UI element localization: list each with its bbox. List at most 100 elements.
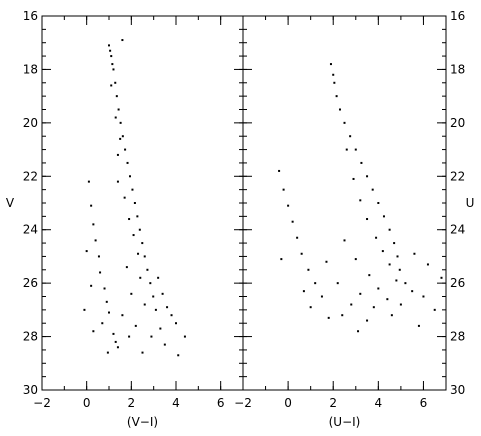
data-point [108,311,110,314]
data-point [128,218,131,221]
data-point [333,81,336,84]
data-point [121,135,124,138]
x-tick-label: −2 [33,396,51,410]
data-point [336,282,339,285]
data-point [132,234,135,237]
data-point [143,255,146,258]
data-point [152,295,155,298]
data-point [125,266,128,269]
data-point [352,177,355,180]
data-point [141,351,144,354]
data-point [381,250,384,253]
data-point [388,228,391,231]
data-point [388,263,391,266]
data-point [386,298,389,301]
data-point [105,300,108,303]
data-point [325,260,328,263]
y-tick-label: 22 [23,169,38,183]
data-point [112,68,115,71]
data-point [85,250,88,253]
data-point [377,202,380,204]
data-point [354,148,357,151]
data-point [170,314,173,317]
data-point [309,306,312,309]
y-axis-label: U [466,196,475,210]
data-point [99,271,102,274]
data-point [422,295,425,298]
data-point [143,303,146,306]
y-tick-label: 30 [450,383,465,397]
y-tick-label: 26 [450,276,465,290]
y-tick-label: 28 [23,330,38,344]
data-point [399,303,402,306]
data-point [300,252,303,255]
data-point [136,215,139,218]
data-point [149,282,152,285]
data-point [112,332,115,335]
y-tick-label: 22 [450,169,465,183]
data-point [109,49,112,52]
data-point [157,276,160,279]
data-point [291,220,294,223]
data-point [349,135,352,138]
x-tick-label: −2 [234,396,252,410]
data-point [404,282,407,285]
data-point [117,108,120,111]
data-point [282,188,285,191]
data-point [390,314,393,317]
data-point [359,292,362,295]
data-point [354,258,357,261]
plot-frame [41,15,244,391]
data-point [314,282,317,285]
data-point [124,148,127,151]
data-point [159,327,162,330]
data-point [114,340,117,343]
data-point [345,148,348,151]
x-axis-label: (U−I) [329,415,361,429]
data-point [440,276,443,279]
data-point [278,169,281,172]
data-point [134,324,137,327]
data-point [121,314,124,317]
x-axis-label: (V−I) [127,415,158,429]
data-point [130,292,133,295]
data-point [357,330,360,333]
data-point [126,161,129,164]
x-tick-label: 2 [329,396,337,410]
data-point [287,204,290,207]
data-point [411,290,414,293]
plot-frame [242,15,447,391]
data-point [114,116,117,119]
y-tick-label: 24 [23,223,38,237]
data-point [368,274,371,277]
y-axis-label: V [6,196,15,210]
data-point [119,137,122,140]
data-point [137,252,140,255]
data-point [372,306,375,309]
data-point [123,196,126,199]
x-tick-label: 0 [284,396,292,410]
data-point [320,295,323,298]
data-point [90,204,93,207]
data-point [106,351,109,354]
data-point [110,55,113,58]
data-point [133,202,136,204]
data-point [327,316,330,319]
data-point [360,161,363,164]
data-point [175,322,177,325]
y-tick-label: 18 [450,62,465,76]
y-tick-label: 18 [23,62,38,76]
data-point [338,108,341,111]
data-point [366,319,369,322]
data-point [433,308,436,311]
data-point [329,63,332,66]
x-tick-label: 4 [375,396,383,410]
data-point [302,290,305,293]
data-point [154,308,157,311]
data-point [382,215,385,218]
y-tick-label: 28 [450,330,465,344]
data-point [375,236,378,239]
data-point [141,242,144,245]
data-point [83,308,86,311]
data-point [413,252,416,255]
